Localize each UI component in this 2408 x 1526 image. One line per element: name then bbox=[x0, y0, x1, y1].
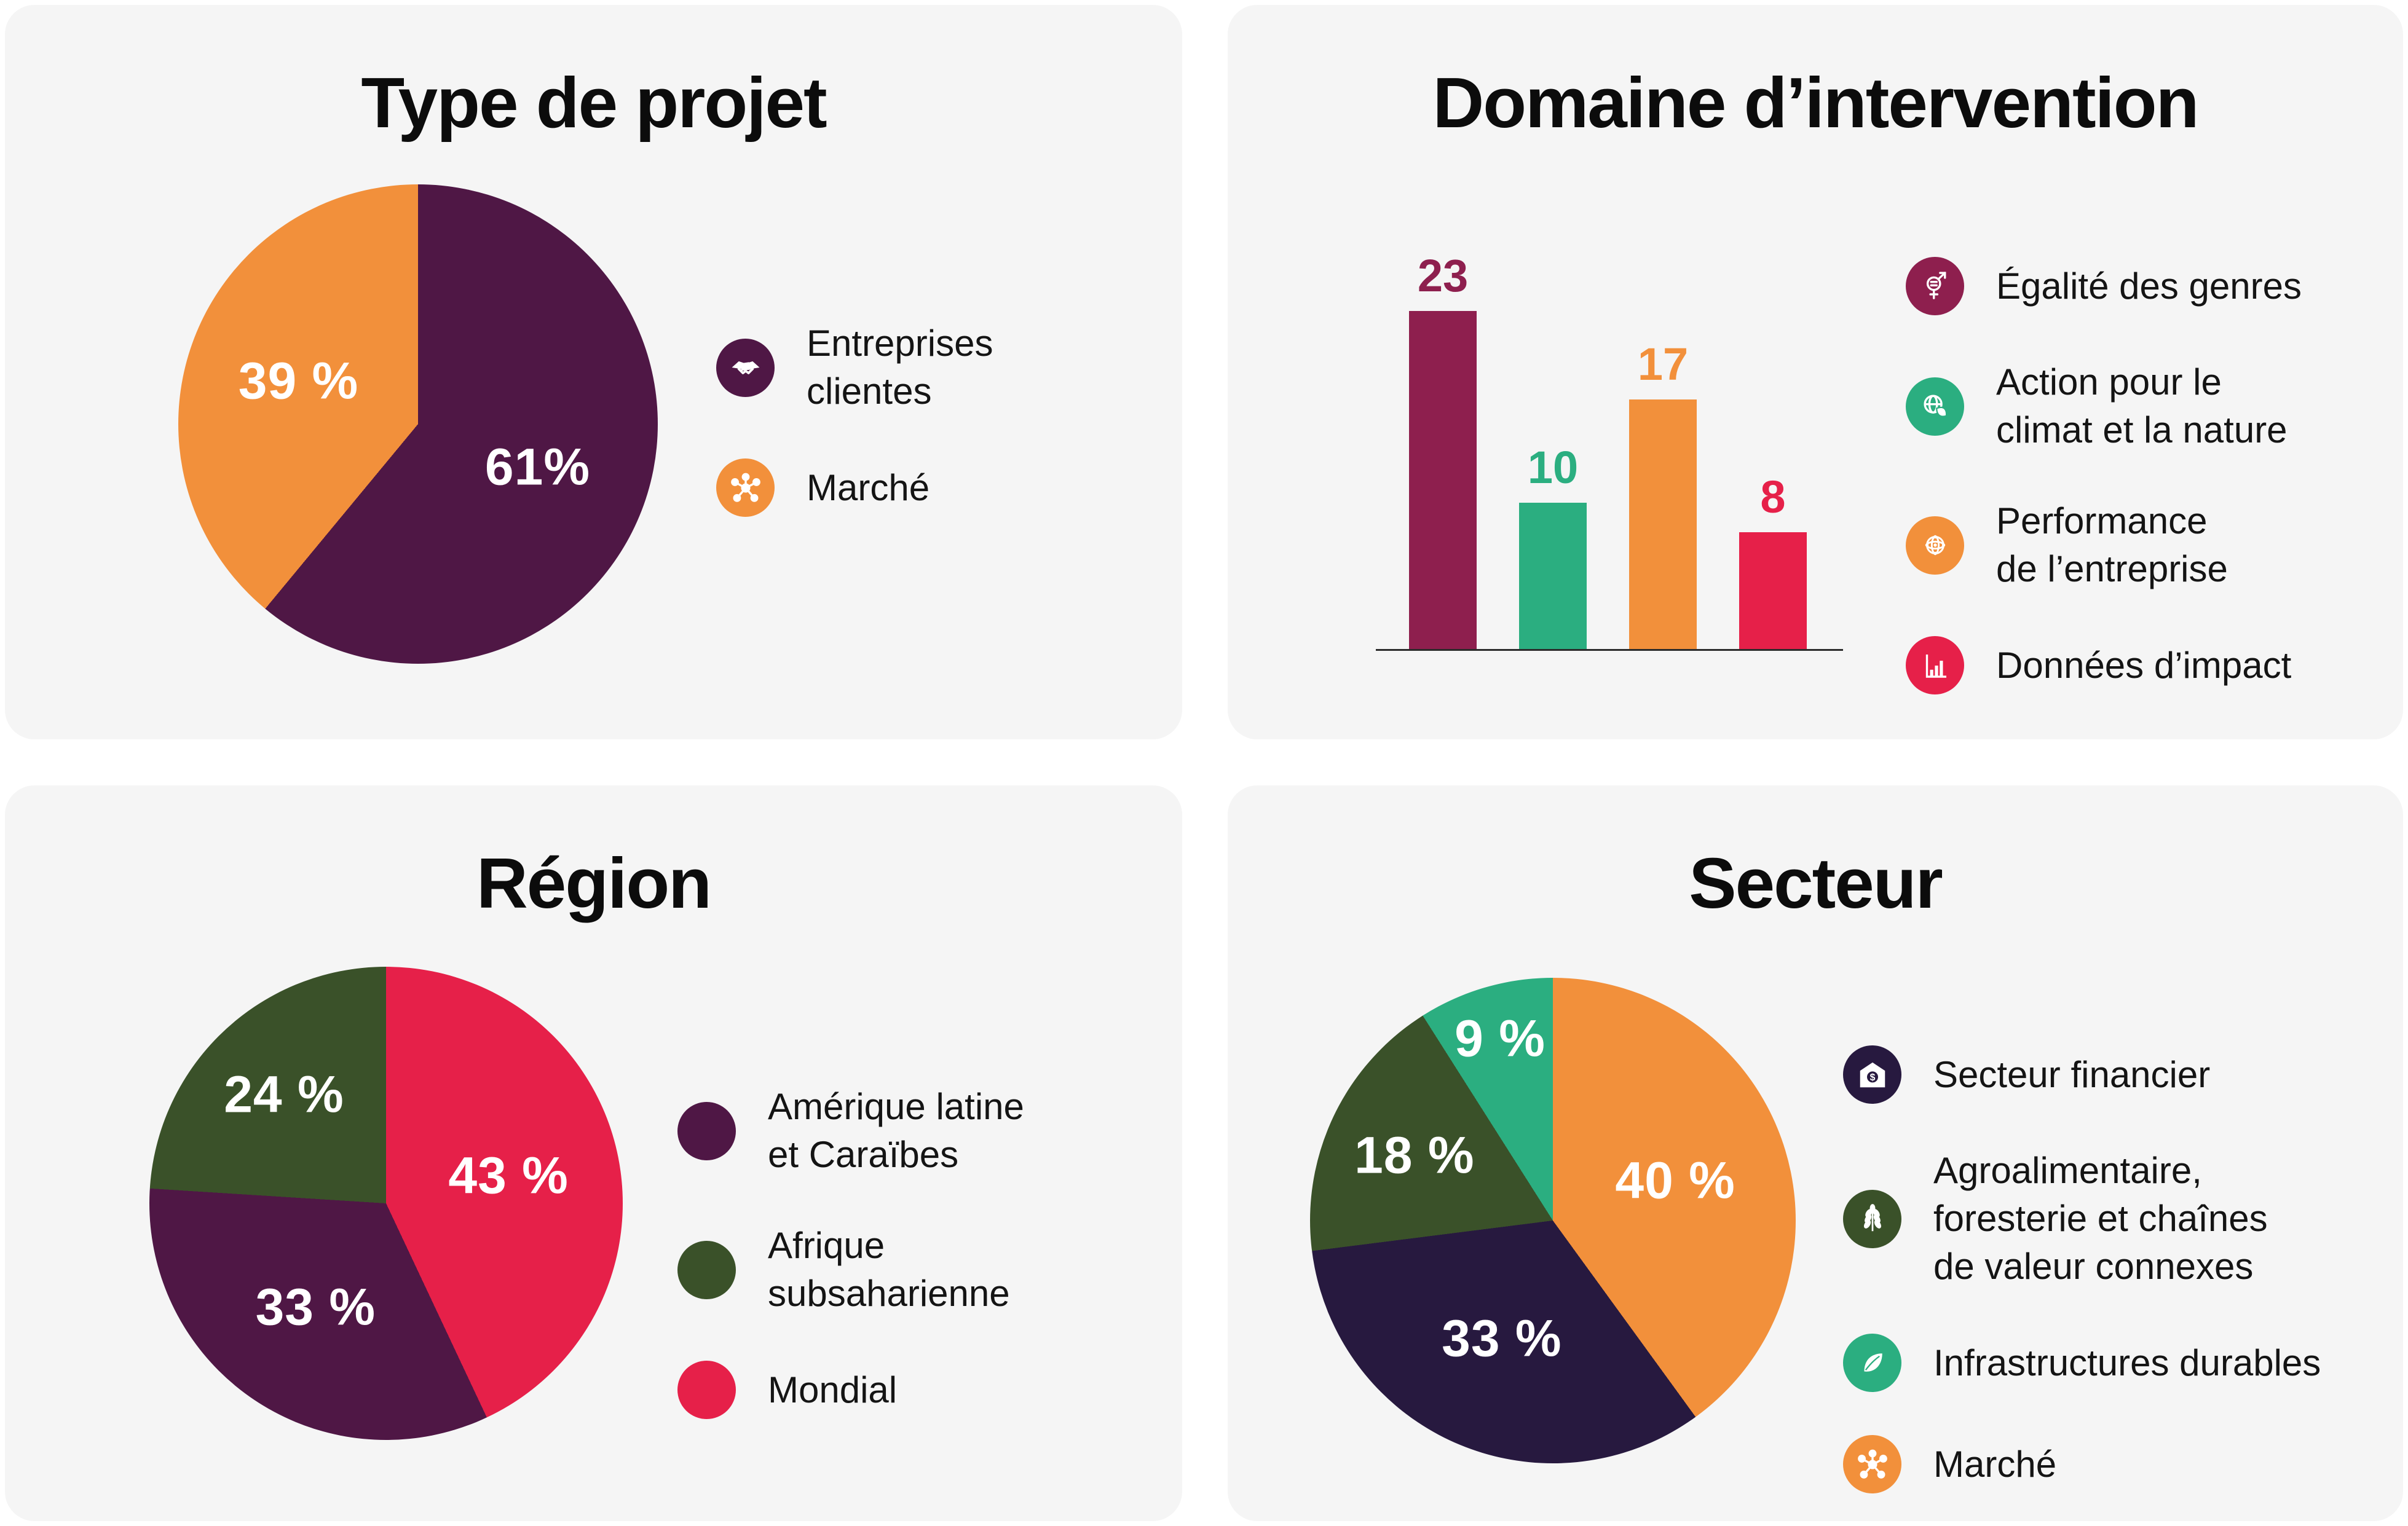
leaf-icon bbox=[1864, 1353, 1882, 1372]
pie-slice-label: 40 % bbox=[1615, 1151, 1735, 1209]
legend-label: Action pour le climat et la nature bbox=[1996, 361, 2288, 450]
legend-item-marche: Marché bbox=[716, 458, 993, 517]
bar-4 bbox=[1739, 532, 1807, 650]
legend-label: Marché bbox=[807, 466, 930, 508]
network-icon bbox=[1857, 1449, 1887, 1479]
svg-text:$: $ bbox=[1869, 1072, 1875, 1083]
panel-domaine-intervention: Domaine d’intervention 23 10 17 8 bbox=[1228, 5, 2403, 739]
legend-item-egalite-des-genres: Égalité des genres bbox=[1906, 257, 2302, 315]
legend-item-performance: Performance de l’entreprise bbox=[1906, 497, 2302, 593]
bar-3 bbox=[1629, 399, 1697, 650]
page-title: Type de projet bbox=[361, 63, 827, 143]
legend-label: Égalité des genres bbox=[1996, 265, 2302, 307]
legend-label: Secteur financier bbox=[1933, 1053, 2211, 1095]
bar-1 bbox=[1409, 311, 1477, 650]
bar-value-label: 17 bbox=[1637, 339, 1689, 390]
color-dot bbox=[677, 1101, 736, 1160]
pie-slice-label: 39 % bbox=[238, 352, 359, 410]
legend-label: Marché bbox=[1933, 1443, 2057, 1485]
legend-item-afrique-subsaharienne: Afrique subsaharienne bbox=[677, 1222, 1024, 1318]
legend-item-entreprises-clientes: Entreprises clientes bbox=[716, 320, 993, 415]
leaf-icon bbox=[1843, 1334, 1901, 1392]
pie-chart-type-de-projet: 61% 39 % bbox=[178, 184, 658, 664]
globe-network-icon bbox=[1925, 535, 1945, 556]
network-icon bbox=[1843, 1435, 1901, 1493]
legend-item-infrastructures-durables: Infrastructures durables bbox=[1843, 1334, 2321, 1392]
legend-item-action-climat: Action pour le climat et la nature bbox=[1906, 358, 2302, 454]
legend-type-de-projet: Entreprises clientes M bbox=[716, 320, 993, 517]
panel-secteur: Secteur 40 % 33 % 18 % 9 % $ Secteur financ… bbox=[1228, 785, 2403, 1521]
panel-type-de-projet: Type de projet 61% 39 % Entreprises clien… bbox=[5, 5, 1182, 739]
gender-equality-icon bbox=[1906, 257, 1964, 315]
globe-network-icon bbox=[1906, 516, 1964, 575]
pie-chart-secteur: 40 % 33 % 18 % 9 % bbox=[1310, 978, 1796, 1463]
legend-label: Données d’impact bbox=[1996, 644, 2292, 686]
bank-house-icon: $ bbox=[1843, 1045, 1901, 1104]
legend-label: Performance de l’entreprise bbox=[1996, 500, 2228, 589]
pie-slice-label: 61% bbox=[484, 438, 591, 496]
legend-label: Infrastructures durables bbox=[1933, 1342, 2321, 1383]
handshake-icon bbox=[732, 361, 759, 374]
legend-item-donnees-impact: Données d’impact bbox=[1906, 636, 2302, 694]
impact-bars-icon bbox=[1925, 654, 1946, 678]
pie-slice-label: 43 % bbox=[448, 1146, 569, 1205]
legend-region: Amérique latine et Caraïbes Afrique subs… bbox=[677, 1083, 1024, 1419]
panel-region: Région 43 % 33 % 24 % Amérique latine et C… bbox=[5, 785, 1182, 1521]
bar-value-label: 23 bbox=[1417, 250, 1469, 301]
network-icon bbox=[730, 473, 760, 502]
bank-house-icon: $ bbox=[1860, 1062, 1885, 1087]
color-dot bbox=[677, 1361, 736, 1419]
globe-leaf-icon bbox=[1906, 377, 1964, 436]
page-title: Secteur bbox=[1689, 843, 1943, 923]
legend-secteur: $ Secteur financier bbox=[1843, 1045, 2321, 1493]
pie-slice-label: 9 % bbox=[1455, 1009, 1545, 1068]
legend-item-amerique-latine: Amérique latine et Caraïbes bbox=[677, 1083, 1024, 1179]
network-icon bbox=[716, 458, 775, 517]
wheat-icon bbox=[1863, 1204, 1881, 1232]
legend-domaine: Égalité des genres Action pour le climat… bbox=[1906, 257, 2302, 694]
legend-label: Mondial bbox=[768, 1369, 898, 1410]
gender-equality-icon bbox=[1926, 271, 1946, 299]
legend-label: Agroalimentaire, foresterie et chaînes d… bbox=[1933, 1150, 2268, 1287]
page-title: Région bbox=[476, 843, 712, 923]
bar-value-label: 8 bbox=[1760, 471, 1786, 522]
bar-value-label: 10 bbox=[1527, 442, 1579, 493]
bar-chart-domaine: 23 10 17 8 bbox=[1228, 5, 2403, 739]
impact-bars-icon bbox=[1906, 636, 1964, 694]
legend-label: Afrique subsaharienne bbox=[768, 1225, 1010, 1314]
legend-item-agroalimentaire: Agroalimentaire, foresterie et chaînes d… bbox=[1843, 1147, 2321, 1291]
legend-item-marche: Marché bbox=[1843, 1435, 2321, 1493]
handshake-icon bbox=[716, 338, 775, 397]
bar-2 bbox=[1519, 503, 1587, 650]
pie-slice-label: 18 % bbox=[1354, 1126, 1475, 1184]
legend-label: Entreprises clientes bbox=[807, 323, 993, 412]
color-dot bbox=[677, 1240, 736, 1299]
globe-leaf-icon bbox=[1923, 395, 1947, 417]
legend-item-secteur-financier: $ Secteur financier bbox=[1843, 1045, 2321, 1104]
legend-item-mondial: Mondial bbox=[677, 1361, 1024, 1419]
pie-chart-region: 43 % 33 % 24 % bbox=[149, 967, 623, 1440]
pie-slice-label: 24 % bbox=[224, 1065, 344, 1123]
wheat-icon bbox=[1843, 1189, 1901, 1248]
pie-slice-label: 33 % bbox=[255, 1278, 376, 1336]
x-axis-line bbox=[1376, 649, 1843, 651]
page-title: Domaine d’intervention bbox=[1432, 63, 2199, 143]
pie-slice-label: 33 % bbox=[1442, 1309, 1562, 1367]
legend-label: Amérique latine et Caraïbes bbox=[768, 1086, 1024, 1175]
